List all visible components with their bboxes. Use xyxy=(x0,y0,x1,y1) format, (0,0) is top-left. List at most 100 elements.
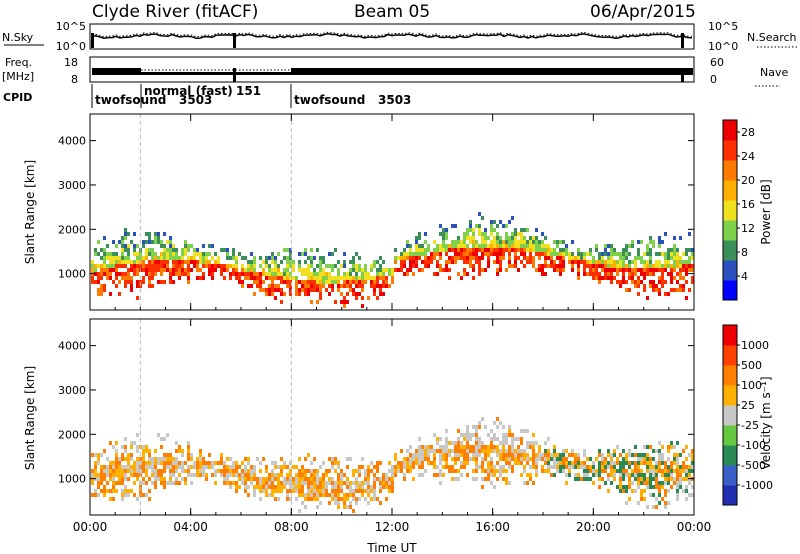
heatmap-cell xyxy=(103,268,106,272)
heatmap-cell xyxy=(598,477,601,481)
heatmap-cell xyxy=(667,457,670,461)
heatmap-cell xyxy=(589,248,592,252)
heatmap-cell xyxy=(208,453,211,457)
heatmap-cell xyxy=(445,437,448,441)
heatmap-cell xyxy=(199,268,202,272)
heatmap-cell xyxy=(340,477,343,481)
heatmap-cell xyxy=(454,441,457,445)
heatmap-cell xyxy=(529,441,532,445)
heatmap-cell xyxy=(472,445,475,449)
heatmap-cell xyxy=(502,469,505,473)
heatmap-cell xyxy=(667,264,670,268)
heatmap-cell xyxy=(337,489,340,493)
heatmap-cell xyxy=(652,473,655,477)
heatmap-cell xyxy=(310,264,313,268)
heatmap-cell xyxy=(331,284,334,288)
heatmap-cell xyxy=(643,477,646,481)
heatmap-cell xyxy=(526,256,529,260)
heatmap-cell xyxy=(514,232,517,236)
heatmap-cell xyxy=(199,465,202,469)
heatmap-cell xyxy=(160,264,163,268)
heatmap-cell xyxy=(304,469,307,473)
xtick-label: 20:00 xyxy=(576,520,611,534)
heatmap-cell xyxy=(520,437,523,441)
heatmap-cell xyxy=(454,256,457,260)
heatmap-cell xyxy=(475,433,478,437)
heatmap-cell xyxy=(565,248,568,252)
heatmap-cell xyxy=(382,260,385,264)
heatmap-cell xyxy=(235,260,238,264)
cpid-mode-1-id: 151 xyxy=(236,84,261,98)
heatmap-cell xyxy=(409,465,412,469)
heatmap-cell xyxy=(154,260,157,264)
heatmap-cell xyxy=(481,465,484,469)
heatmap-cell xyxy=(415,244,418,248)
heatmap-cell xyxy=(319,489,322,493)
heatmap-cell xyxy=(478,264,481,268)
heatmap-cell xyxy=(148,457,151,461)
heatmap-cell xyxy=(415,248,418,252)
heatmap-cell xyxy=(148,489,151,493)
heatmap-cell xyxy=(646,485,649,489)
heatmap-cell xyxy=(112,485,115,489)
heatmap-cell xyxy=(634,256,637,260)
heatmap-cell xyxy=(280,469,283,473)
heatmap-cell xyxy=(460,449,463,453)
heatmap-cell xyxy=(115,457,118,461)
heatmap-cell xyxy=(124,465,127,469)
heatmap-cell xyxy=(385,473,388,477)
heatmap-cell xyxy=(691,268,694,272)
heatmap-cell xyxy=(196,252,199,256)
heatmap-cell xyxy=(622,280,625,284)
heatmap-cell xyxy=(340,481,343,485)
heatmap-cell xyxy=(124,477,127,481)
heatmap-cell xyxy=(577,248,580,252)
heatmap-cell xyxy=(340,473,343,477)
heatmap-cell xyxy=(682,465,685,469)
heatmap-cell xyxy=(124,457,127,461)
heatmap-cell xyxy=(313,276,316,280)
heatmap-cell xyxy=(514,260,517,264)
heatmap-cell xyxy=(451,457,454,461)
heatmap-cell xyxy=(142,256,145,260)
colorbar-tick-label: 8 xyxy=(741,246,748,259)
heatmap-cell xyxy=(190,268,193,272)
heatmap-cell xyxy=(505,437,508,441)
heatmap-cell xyxy=(289,264,292,268)
heatmap-cell xyxy=(142,493,145,497)
heatmap-cell xyxy=(472,252,475,256)
heatmap-cell xyxy=(634,453,637,457)
heatmap-cell xyxy=(229,264,232,268)
heatmap-cell xyxy=(187,445,190,449)
heatmap-cell xyxy=(457,457,460,461)
heatmap-cell xyxy=(307,497,310,501)
heatmap-cell xyxy=(376,497,379,501)
heatmap-cell xyxy=(496,260,499,264)
heatmap-cell xyxy=(319,465,322,469)
heatmap-cell xyxy=(634,260,637,264)
heatmap-cell xyxy=(106,465,109,469)
heatmap-cell xyxy=(169,457,172,461)
heatmap-cell xyxy=(169,256,172,260)
heatmap-cell xyxy=(460,441,463,445)
heatmap-cell xyxy=(133,469,136,473)
heatmap-cell xyxy=(316,505,319,509)
nave-tick-top: 60 xyxy=(710,56,724,69)
heatmap-cell xyxy=(685,264,688,268)
heatmap-cell xyxy=(418,461,421,465)
heatmap-cell xyxy=(247,276,250,280)
heatmap-cell xyxy=(418,465,421,469)
heatmap-cell xyxy=(490,429,493,433)
heatmap-cell xyxy=(634,489,637,493)
heatmap-cell xyxy=(427,457,430,461)
heatmap-cell xyxy=(670,248,673,252)
heatmap-cell xyxy=(400,461,403,465)
freq-label-line2: [MHz] xyxy=(2,70,34,83)
heatmap-cell xyxy=(124,244,127,248)
heatmap-cell xyxy=(403,461,406,465)
noise-right-label: N.Search xyxy=(747,31,797,44)
heatmap-cell xyxy=(574,256,577,260)
heatmap-cell xyxy=(640,469,643,473)
heatmap-cell xyxy=(424,449,427,453)
heatmap-cell xyxy=(418,445,421,449)
